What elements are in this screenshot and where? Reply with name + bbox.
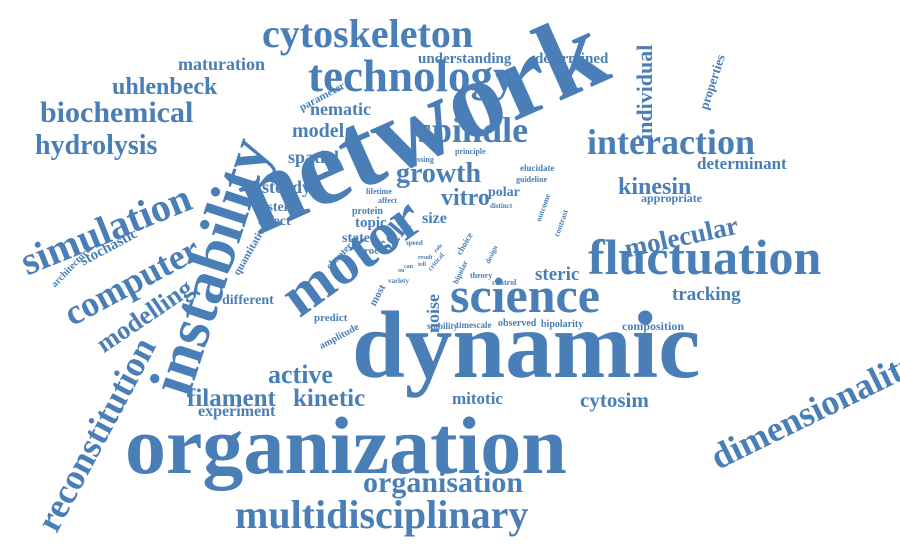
word-predict: predict bbox=[314, 312, 348, 324]
word-stability: stability bbox=[427, 321, 459, 331]
word-spindle: spindle bbox=[418, 110, 529, 150]
word-steric: steric bbox=[535, 264, 580, 285]
word-maturation: maturation bbox=[178, 54, 265, 74]
word-observed: observed bbox=[498, 318, 537, 329]
word-distinct: distinct bbox=[490, 202, 513, 210]
word-state: state bbox=[342, 231, 370, 246]
word-organisation: organisation bbox=[363, 466, 524, 499]
word-polar: polar bbox=[488, 185, 520, 200]
word-can: can bbox=[404, 264, 413, 270]
word-biochemical: biochemical bbox=[40, 96, 194, 129]
word-tell: tell bbox=[418, 262, 426, 268]
word-cytoskeleton: cytoskeleton bbox=[262, 11, 474, 56]
word-control: control bbox=[492, 278, 517, 287]
word-system: system bbox=[255, 200, 296, 215]
word-choice: choice bbox=[454, 230, 475, 257]
word-protein: protein bbox=[352, 206, 383, 217]
word-uhlenbeck: uhlenbeck bbox=[112, 74, 218, 100]
word-topic: topic bbox=[355, 215, 387, 231]
word-science: science bbox=[450, 267, 600, 323]
word-multidisciplinary: multidisciplinary bbox=[235, 492, 529, 537]
word-organization: organization bbox=[125, 400, 567, 491]
word-variety: variety bbox=[388, 277, 409, 285]
word-model: model bbox=[292, 120, 345, 142]
word-hydrolysis: hydrolysis bbox=[35, 130, 158, 161]
word-mitotic: mitotic bbox=[452, 389, 503, 408]
word-process: proc bbox=[358, 245, 380, 257]
word-determined: determined bbox=[535, 51, 609, 67]
word-affect: affect bbox=[378, 196, 398, 205]
word-properties: properties bbox=[696, 52, 728, 112]
word-contrast: contrast bbox=[552, 208, 571, 238]
word-technology: technology bbox=[308, 51, 516, 101]
word-vitro: vitro bbox=[441, 185, 490, 211]
word-timescale: timescale bbox=[456, 320, 492, 330]
word-active: active bbox=[268, 360, 333, 389]
word-appropriate: appropriate bbox=[641, 191, 703, 205]
word-result: result bbox=[418, 255, 433, 261]
word-individual: individual bbox=[632, 44, 657, 140]
word-theory: theory bbox=[470, 271, 493, 280]
word-bipolarity: bipolarity bbox=[541, 319, 584, 330]
word-cytosim: cytosim bbox=[580, 388, 649, 412]
word-crossing: crossing bbox=[406, 155, 434, 164]
word-interaction: interaction bbox=[587, 122, 755, 162]
word-ou: ou bbox=[398, 268, 405, 274]
word-filament: filament bbox=[187, 385, 276, 412]
word-principle: principle bbox=[455, 147, 486, 156]
word-effect: effect bbox=[258, 214, 291, 229]
word-dimensionality: dimensionality bbox=[704, 342, 900, 478]
word-understanding: understanding bbox=[418, 51, 512, 67]
word-kinesin: kinesin bbox=[618, 174, 692, 200]
word-nematic: nematic bbox=[310, 99, 371, 119]
word-role: role bbox=[433, 243, 445, 255]
word-size: size bbox=[422, 210, 447, 227]
word-dynamic: dynamic bbox=[352, 292, 701, 398]
word-steady: steady bbox=[262, 177, 311, 197]
word-different: different bbox=[222, 293, 274, 308]
word-composition: composition bbox=[622, 319, 685, 333]
word-determinant: determinant bbox=[697, 154, 787, 173]
word-tracking: tracking bbox=[672, 284, 741, 305]
word-design: design bbox=[484, 244, 500, 265]
word-experiment: experiment bbox=[198, 403, 276, 420]
word-elucidate: elucidate bbox=[520, 163, 555, 173]
word-speed: speed bbox=[406, 239, 423, 247]
word-spatial: spatial bbox=[288, 147, 340, 167]
word-guideline: guideline bbox=[516, 175, 548, 184]
word-lifetime: lifetime bbox=[366, 187, 392, 196]
word-outcome: outcome bbox=[534, 192, 553, 223]
word-fluctuation: fluctuation bbox=[588, 229, 822, 285]
word-growth: growth bbox=[396, 158, 482, 189]
word-kinetic: kinetic bbox=[293, 385, 366, 412]
